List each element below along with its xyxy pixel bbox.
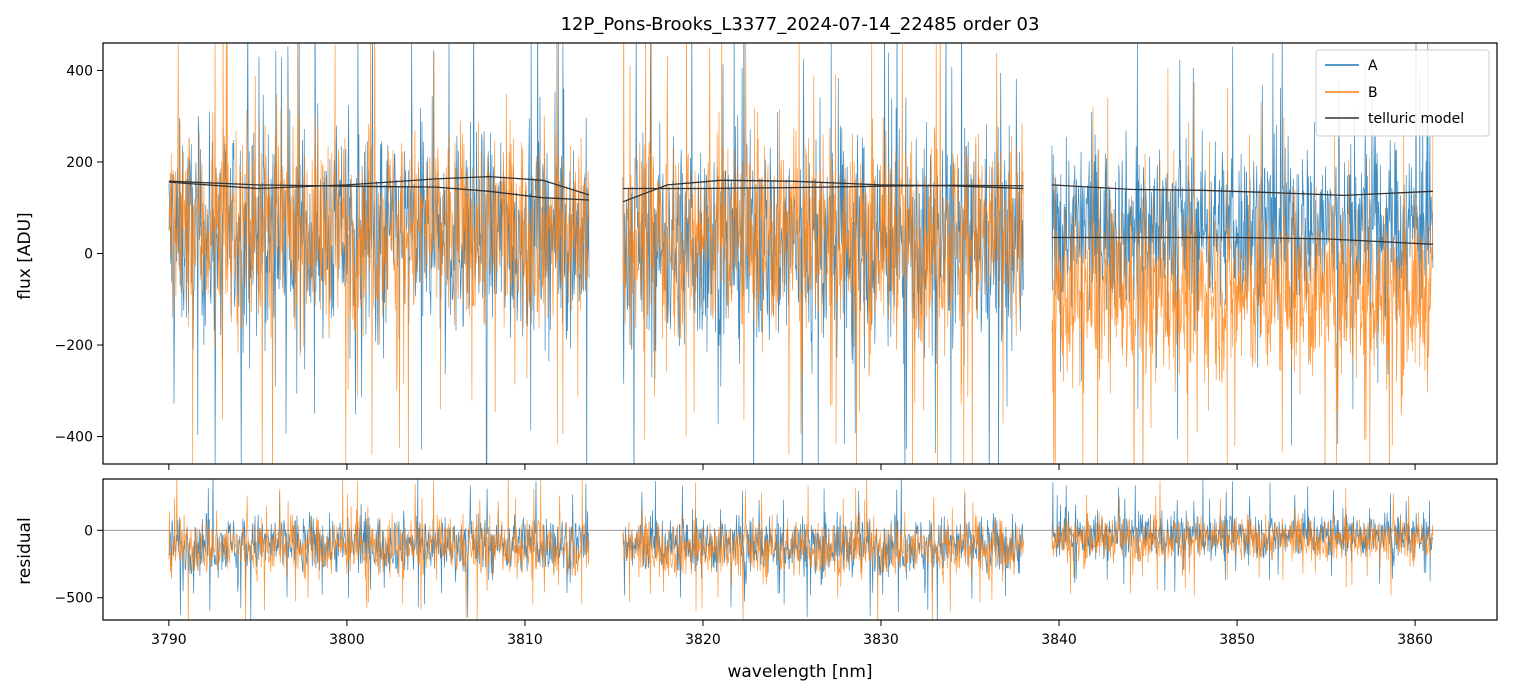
flux-y-ticks: −400 −200 0 200 400 [55, 63, 103, 446]
series-b-segment-2 [622, 43, 1024, 464]
legend-label-telluric: telluric model [1368, 111, 1464, 127]
chart-title: 12P_Pons-Brooks_L3377_2024-07-14_22485 o… [561, 14, 1040, 35]
x-tick-label: 3820 [685, 632, 721, 648]
series-b-segment-3 [1051, 67, 1434, 464]
y-tick-label: 0 [84, 247, 93, 263]
residual-b-segment-2 [622, 479, 1024, 620]
x-tick-label: 3810 [507, 632, 543, 648]
residual-panel: −500 0 3790 3800 3810 3820 3830 3840 3850 3860 r… [15, 478, 1498, 682]
legend-label-b: B [1368, 85, 1378, 101]
y-tick-label: 200 [66, 155, 93, 171]
y-tick-label: −500 [55, 591, 93, 607]
flux-y-axis-label: flux [ADU] [15, 212, 35, 299]
x-tick-label: 3830 [863, 632, 899, 648]
x-axis-label: wavelength [nm] [727, 662, 872, 682]
telluric-model-curve-6 [1051, 236, 1433, 245]
y-tick-label: 0 [84, 523, 93, 539]
legend-box [1315, 49, 1490, 137]
y-tick-label: 400 [66, 63, 93, 79]
residual-a-segment-1 [168, 479, 590, 620]
x-tick-label: 3850 [1219, 632, 1255, 648]
legend-label-a: A [1368, 58, 1378, 74]
telluric-model-curve-5 [1051, 184, 1433, 197]
flux-data-layer [168, 43, 1434, 464]
legend: A B telluric model [1315, 49, 1490, 137]
residual-b-segment-1 [168, 479, 590, 620]
residual-axes-frame [102, 478, 1498, 621]
telluric-model-curve-1 [168, 180, 590, 201]
residual-y-ticks: −500 0 [55, 523, 103, 607]
residual-y-axis-label: residual [15, 517, 35, 584]
flux-panel: −400 −200 0 200 400 flux [ADU] A B telluric … [15, 42, 1498, 470]
x-tick-label: 3800 [329, 632, 365, 648]
telluric-model-curve-2 [168, 175, 590, 196]
telluric-model-curve-4 [622, 184, 1024, 190]
flux-x-ticks [168, 464, 1416, 470]
y-tick-label: −400 [55, 430, 93, 446]
x-tick-label: 3790 [151, 632, 187, 648]
x-tick-label: 3840 [1041, 632, 1077, 648]
x-tick-label: 3860 [1397, 632, 1433, 648]
residual-x-ticks: 3790 3800 3810 3820 3830 3840 3850 3860 [151, 620, 1433, 648]
y-tick-label: −200 [55, 338, 93, 354]
series-b-segment-1 [168, 43, 590, 464]
telluric-model-layer [168, 175, 1433, 245]
